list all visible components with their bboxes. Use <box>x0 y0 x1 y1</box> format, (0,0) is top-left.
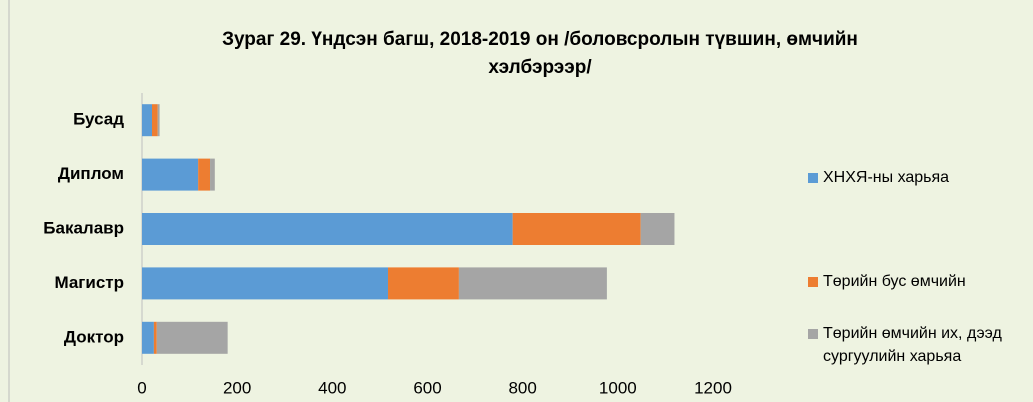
bar-segment <box>640 213 675 245</box>
y-tick-label: Магистр <box>54 273 124 292</box>
bar-segment <box>142 158 199 191</box>
bar-segment <box>142 267 389 300</box>
legend-swatch <box>808 329 818 339</box>
legend-item: ХНХЯ-ны харьяа <box>808 166 1023 189</box>
legend-label: Төрийн өмчийн их, дээд сургуулийн харьяа <box>823 325 1002 365</box>
x-tick-label: 1000 <box>599 378 637 397</box>
x-tick-label: 800 <box>508 378 536 397</box>
bar-segment <box>198 158 211 191</box>
y-tick-label: Доктор <box>64 327 124 346</box>
bar-segment <box>458 267 607 300</box>
bar-segment <box>512 213 641 245</box>
bar-segment <box>142 104 152 137</box>
bar-segment <box>388 267 459 300</box>
legend-label: ХНХЯ-ны харьяа <box>823 169 950 186</box>
bar-segment <box>142 321 154 354</box>
x-tick-label: 0 <box>137 378 146 397</box>
legend-swatch <box>808 173 818 183</box>
bar-segment <box>142 213 513 245</box>
x-tick-label: 200 <box>223 378 251 397</box>
legend-item: Төрийн өмчийн их, дээд сургуулийн харьяа <box>808 322 1023 368</box>
bar-segment <box>151 104 158 137</box>
legend-swatch <box>808 277 818 287</box>
bar-segment <box>156 321 228 354</box>
legend-label: Төрийн бус өмчийн <box>823 273 966 290</box>
y-tick-label: Бусад <box>73 110 124 129</box>
y-tick-label: Диплом <box>58 164 124 183</box>
bar-segment <box>157 104 160 137</box>
x-tick-label: 600 <box>413 378 441 397</box>
x-tick-label: 1200 <box>694 378 732 397</box>
bar-segment <box>153 321 157 354</box>
chart-title: Зураг 29. Үндсэн багш, 2018-2019 он /бол… <box>222 29 858 78</box>
y-tick-label: Бакалавр <box>43 218 124 237</box>
x-tick-label: 400 <box>318 378 346 397</box>
bar-segment <box>210 158 215 191</box>
legend-item: Төрийн бус өмчийн <box>808 270 1023 293</box>
